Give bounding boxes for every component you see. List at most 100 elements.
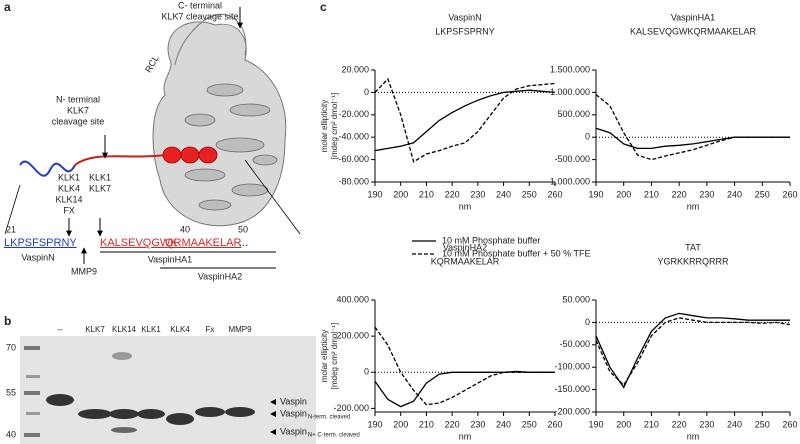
x-tick-label: 250 (755, 189, 770, 199)
data-line (595, 94, 790, 161)
chart-subtitle: YGRKKRRQRRR (657, 256, 729, 266)
y-tick-label: -60.000 (338, 154, 369, 164)
y-tick-label: 20.000 (341, 64, 369, 74)
x-axis-label: nm (687, 201, 700, 211)
lane-label: Fx (206, 325, 215, 334)
peptide-label: VaspinHA2 (198, 271, 242, 281)
annotation: KLK1 (58, 172, 80, 182)
y-tick-label: -100.000 (554, 362, 590, 372)
lane-label: -- (57, 325, 63, 334)
band-pointer (270, 399, 276, 405)
chart-subtitle: KQRMAAKELAR (431, 256, 500, 266)
x-tick-label: 220 (672, 419, 687, 429)
x-tick-label: 230 (699, 189, 714, 199)
x-tick-label: 240 (496, 189, 511, 199)
x-tick-label: 190 (367, 189, 382, 199)
x-tick-label: 200 (393, 419, 408, 429)
annotation: KLK7 cleavage site (161, 11, 238, 21)
x-tick-label: 250 (522, 419, 537, 429)
chart-title: VaspinN (448, 12, 481, 22)
y-tick-label: -40.000 (338, 132, 369, 142)
data-line (374, 326, 555, 406)
annotation: C- terminal (178, 0, 222, 10)
position: 50 (238, 224, 248, 234)
x-tick-label: 210 (419, 189, 434, 199)
x-tick-label: 200 (393, 189, 408, 199)
y-tick-label: -200.000 (554, 406, 590, 416)
x-tick-label: 200 (616, 189, 631, 199)
x-tick-label: 210 (644, 419, 659, 429)
lane-label: KLK4 (170, 325, 190, 334)
y-tick-label: -1.000.000 (547, 176, 590, 186)
sequence: ... (239, 237, 248, 249)
chart-title: VaspinHA1 (671, 12, 715, 22)
annotation: MMP9 (71, 266, 97, 276)
peptide-label: VaspinHA1 (148, 254, 192, 264)
lane-label: KLK7 (85, 325, 105, 334)
y-axis-label: molar ellipticity (320, 100, 329, 152)
annotation: KLK14 (55, 194, 82, 204)
panel-label: c (320, 0, 327, 14)
x-tick-label: 240 (727, 419, 742, 429)
x-tick-label: 230 (470, 419, 485, 429)
x-tick-label: 230 (470, 189, 485, 199)
annotation: KLK7 (89, 183, 111, 193)
x-tick-label: 250 (755, 419, 770, 429)
x-tick-label: 260 (782, 189, 797, 199)
x-tick-label: 240 (727, 189, 742, 199)
lane-label: MMP9 (228, 325, 252, 334)
x-tick-label: 220 (445, 419, 460, 429)
y-tick-label: 400.000 (336, 294, 369, 304)
y-tick-label: 500.000 (557, 109, 590, 119)
panel-label: a (4, 0, 11, 14)
gel (20, 336, 316, 444)
peptide-label: VaspinN (21, 252, 54, 262)
x-tick-label: 220 (672, 189, 687, 199)
band-pointer (270, 429, 276, 435)
y-tick-label: -150.000 (554, 384, 590, 394)
marker-label: 40 (6, 429, 16, 439)
annotation: FX (63, 205, 75, 215)
x-tick-label: 260 (547, 419, 562, 429)
y-tick-label: 0 (364, 367, 369, 377)
lane-label: KLK1 (141, 325, 161, 334)
y-tick-label: -20.000 (338, 109, 369, 119)
chart-title: TAT (685, 242, 701, 252)
annotation: cleavage site (52, 116, 105, 126)
x-tick-label: 250 (522, 189, 537, 199)
x-tick-label: 190 (588, 419, 603, 429)
x-tick-label: 230 (699, 419, 714, 429)
y-tick-label: -200.000 (333, 403, 369, 413)
legend-label: 10 mM Phosphate buffer + 50 % TFE (442, 248, 591, 258)
x-axis-label: nm (459, 201, 472, 211)
marker-label: 55 (6, 387, 16, 397)
data-line (595, 317, 791, 387)
x-tick-label: 240 (496, 419, 511, 429)
y-tick-label: 0 (585, 132, 590, 142)
x-tick-label: 210 (644, 189, 659, 199)
annotation: KLK1 (89, 172, 111, 182)
x-tick-label: 190 (588, 189, 603, 199)
x-tick-label: 260 (782, 419, 797, 429)
y-tick-label: 50.000 (562, 294, 590, 304)
chart-title: VaspinHA2 (443, 242, 487, 252)
data-line (374, 370, 555, 408)
y-tick-label: -50.000 (559, 339, 590, 349)
x-tick-label: 220 (445, 189, 460, 199)
y-tick-label: -500.000 (554, 154, 590, 164)
band-label: Vaspin (280, 396, 307, 406)
gel-bands (24, 346, 255, 437)
sequence: KALSEVQGWK (100, 237, 178, 249)
x-tick-label: 210 (419, 419, 434, 429)
data-line (595, 127, 790, 150)
annotation: KLK4 (58, 183, 80, 193)
chart-subtitle: LKPSFSPRNY (435, 26, 495, 36)
x-tick-label: 260 (547, 189, 562, 199)
legend-label: 10 mM Phosphate buffer (442, 235, 540, 245)
y-tick-label: -80.000 (338, 176, 369, 186)
y-axis-label: molar ellipticity (320, 330, 329, 382)
y-tick-label: 0 (364, 87, 369, 97)
y-tick-label: 0 (585, 317, 590, 327)
protein-structure (4, 7, 301, 269)
